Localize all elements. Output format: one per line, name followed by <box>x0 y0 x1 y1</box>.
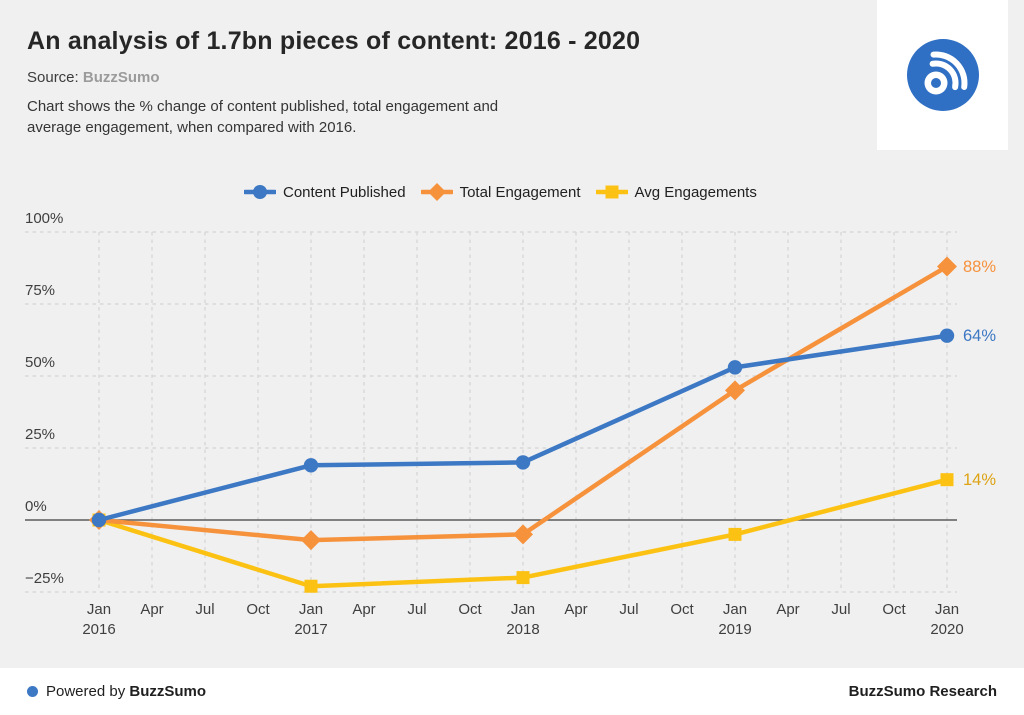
data-point-square <box>728 527 742 541</box>
x-tick-label: Apr <box>352 601 375 618</box>
y-tick-label: 50% <box>25 354 55 371</box>
legend-label: Total Engagement <box>459 183 581 201</box>
legend-marker-diamond-icon <box>420 183 453 201</box>
x-tick-label: Jan <box>87 601 111 618</box>
x-tick-label: Jan <box>935 601 959 618</box>
data-point-square <box>304 579 318 593</box>
data-point-circle <box>91 512 107 528</box>
data-point-square <box>940 473 954 487</box>
x-tick-year-label: 2018 <box>506 621 539 638</box>
legend-item-total-engagement[interactable]: Total Engagement <box>420 182 581 202</box>
x-tick-label: Oct <box>458 601 482 618</box>
data-point-circle <box>939 328 955 343</box>
page-title: An analysis of 1.7bn pieces of content: … <box>27 27 641 55</box>
y-tick-label: 75% <box>25 282 55 299</box>
legend-marker-square-icon <box>595 185 628 199</box>
powered-by-text: Powered by BuzzSumo <box>46 683 207 700</box>
buzzsumo-logo-icon <box>906 39 979 111</box>
series-total-engagement: 88% <box>89 256 996 551</box>
y-tick-label: −25% <box>25 570 64 587</box>
x-tick-label: Jan <box>299 601 323 618</box>
powered-by-brand: BuzzSumo <box>129 683 207 700</box>
x-axis-labels: Jan 2016 Apr Jul Oct Jan 2017 Apr Jul Oct Jan 2018 A… <box>82 601 963 638</box>
legend-label: Avg Engagements <box>634 183 757 201</box>
legend-label: Content Published <box>283 183 406 201</box>
data-point-diamond <box>301 530 321 551</box>
data-point-circle <box>303 458 319 473</box>
data-point-circle <box>515 455 531 470</box>
x-tick-label: Apr <box>776 601 799 618</box>
data-point-circle <box>727 360 743 375</box>
chart-legend: Content Published Total Engagement Avg Eng… <box>244 182 757 202</box>
x-tick-label: Oct <box>670 601 694 618</box>
data-point-square <box>516 571 530 585</box>
data-point-diamond <box>725 380 745 401</box>
blue-dot-icon <box>27 686 38 697</box>
x-tick-label: Apr <box>140 601 163 618</box>
footer-right-text: BuzzSumo Research <box>848 683 997 700</box>
y-tick-label: 0% <box>25 498 47 515</box>
footer-bar: Powered by BuzzSumo BuzzSumo Research <box>0 668 1024 715</box>
x-tick-label: Jan <box>723 601 747 618</box>
x-tick-year-label: 2017 <box>294 621 327 638</box>
series-end-label: 88% <box>963 258 996 276</box>
powered-by: Powered by BuzzSumo <box>27 683 206 700</box>
chart-description: Chart shows the % change of content publ… <box>27 98 499 136</box>
data-point-diamond <box>513 524 533 545</box>
y-tick-label: 100% <box>25 210 63 227</box>
x-tick-label: Apr <box>564 601 587 618</box>
x-tick-label: Jan <box>511 601 535 618</box>
series-end-label: 14% <box>963 471 996 489</box>
x-tick-label: Jul <box>407 601 426 618</box>
source-brand: BuzzSumo <box>82 69 160 86</box>
x-tick-year-label: 2019 <box>718 621 751 638</box>
series-end-label: 64% <box>963 327 996 345</box>
series-content-published: 64% <box>91 327 996 528</box>
x-tick-label: Oct <box>882 601 906 618</box>
y-tick-label: 25% <box>25 426 55 443</box>
data-point-diamond <box>937 256 957 277</box>
vertical-gridlines <box>98 232 948 592</box>
legend-marker-circle-icon <box>244 185 276 199</box>
legend-item-content-published[interactable]: Content Published <box>244 182 406 202</box>
logo-panel <box>877 0 1008 150</box>
x-tick-year-label: 2020 <box>930 621 963 638</box>
legend-item-avg-engagements[interactable]: Avg Engagements <box>595 182 757 202</box>
x-tick-label: Oct <box>246 601 270 618</box>
source-label: Source: <box>27 69 79 86</box>
source-line: Source: BuzzSumo <box>27 69 160 86</box>
x-tick-label: Jul <box>831 601 850 618</box>
x-tick-label: Jul <box>619 601 638 618</box>
x-tick-year-label: 2016 <box>82 621 115 638</box>
horizontal-gridlines: 100% 75% 50% 25% 0% −25% <box>25 210 957 593</box>
x-tick-label: Jul <box>195 601 214 618</box>
